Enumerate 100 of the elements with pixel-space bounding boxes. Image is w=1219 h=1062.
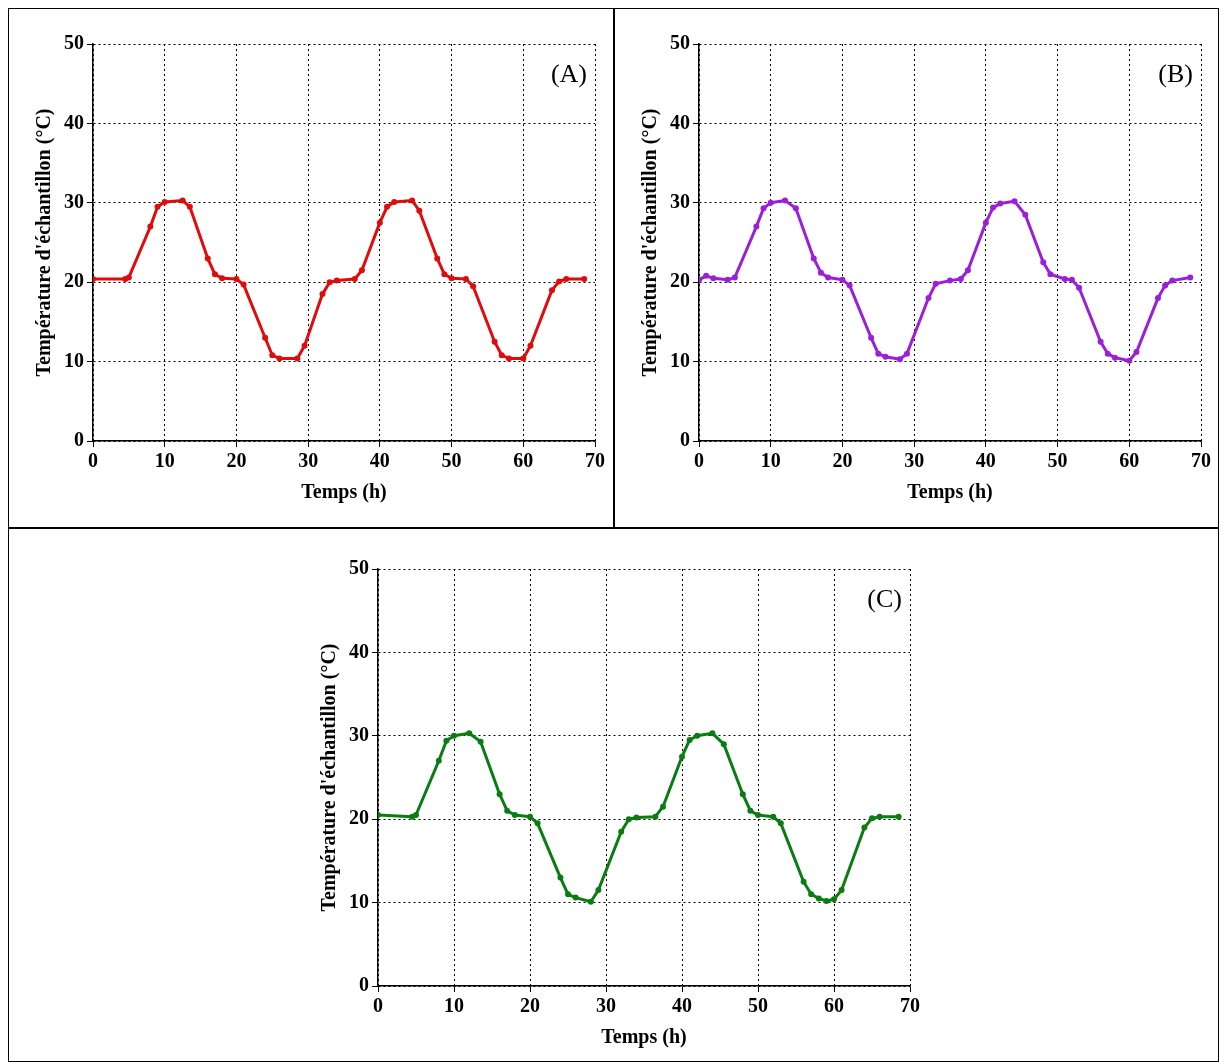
y-tick-label: 20 <box>349 806 369 829</box>
point <box>204 255 211 262</box>
x-tick-label: 50 <box>748 994 768 1017</box>
x-tick-label: 0 <box>88 449 98 472</box>
point <box>1104 350 1111 357</box>
point <box>581 276 588 283</box>
point <box>240 281 247 288</box>
point <box>808 891 815 898</box>
point <box>1133 349 1140 356</box>
point <box>384 203 391 210</box>
point <box>1154 295 1161 302</box>
point <box>679 753 685 760</box>
x-axis-title: Temps (h) <box>601 1025 687 1049</box>
point <box>869 815 875 822</box>
point <box>262 334 269 341</box>
x-tick-label: 10 <box>444 994 464 1017</box>
point <box>333 277 340 284</box>
point <box>498 352 505 359</box>
x-tick-label: 10 <box>154 449 175 472</box>
y-tick-label: 50 <box>670 31 690 54</box>
point <box>703 272 710 279</box>
x-tick-label: 70 <box>1191 449 1211 472</box>
point <box>527 342 534 349</box>
point <box>557 874 564 881</box>
point <box>964 267 971 274</box>
point <box>817 269 824 276</box>
point <box>572 894 579 901</box>
point <box>1187 274 1194 281</box>
point <box>416 207 423 214</box>
point <box>831 896 837 903</box>
x-tick-label: 50 <box>1047 449 1068 472</box>
point <box>810 255 817 262</box>
y-tick-label: 30 <box>670 189 690 212</box>
point <box>496 791 503 798</box>
point <box>625 816 632 823</box>
point <box>1047 271 1054 278</box>
y-axis-title: Température d'échantillon (°C) <box>32 108 56 377</box>
point <box>896 356 903 363</box>
point <box>997 200 1004 207</box>
point <box>319 291 326 298</box>
point <box>1040 259 1047 266</box>
point <box>451 732 457 739</box>
point <box>868 334 875 341</box>
y-tick-label: 40 <box>64 110 84 133</box>
x-tick-label: 10 <box>760 449 781 472</box>
point <box>838 887 845 894</box>
point <box>434 255 441 262</box>
point <box>1169 277 1176 284</box>
point <box>925 295 932 302</box>
point <box>760 205 767 212</box>
y-tick-label: 10 <box>670 348 690 371</box>
x-tick-label: 50 <box>441 449 462 472</box>
y-tick-label: 20 <box>670 269 690 292</box>
point <box>839 276 846 283</box>
point <box>1061 276 1068 283</box>
point <box>755 812 761 819</box>
point <box>269 352 276 359</box>
annotation: (B) <box>1158 58 1193 88</box>
point <box>511 812 518 819</box>
point <box>753 223 760 230</box>
point <box>694 732 701 739</box>
point <box>990 204 997 211</box>
point <box>435 757 442 764</box>
point <box>895 813 902 820</box>
point <box>1162 282 1169 289</box>
x-tick-label: 20 <box>520 994 540 1017</box>
x-tick-label: 70 <box>585 449 605 472</box>
point <box>301 342 308 349</box>
y-axis-title: Température d'échantillon (°C) <box>638 108 662 377</box>
y-tick-label: 0 <box>359 973 369 996</box>
y-tick-label: 50 <box>349 556 369 579</box>
point <box>477 738 484 745</box>
point <box>903 350 910 357</box>
point <box>276 355 283 362</box>
x-tick-label: 30 <box>904 449 925 472</box>
x-tick-label: 60 <box>513 449 534 472</box>
point <box>505 355 512 362</box>
point <box>358 267 365 274</box>
y-tick-label: 30 <box>64 189 84 212</box>
point <box>1097 338 1104 345</box>
point <box>351 276 358 283</box>
point <box>1011 198 1018 205</box>
point <box>491 338 498 345</box>
point <box>932 280 939 287</box>
point <box>739 791 746 798</box>
y-tick-label: 40 <box>670 110 690 133</box>
x-tick-label: 70 <box>900 994 920 1017</box>
y-tick-label: 0 <box>74 428 84 451</box>
point <box>823 897 830 904</box>
point <box>462 276 469 283</box>
point <box>825 274 832 281</box>
y-tick-label: 10 <box>64 348 84 371</box>
y-tick-label: 20 <box>64 269 84 292</box>
x-tick-label: 60 <box>824 994 844 1017</box>
point <box>686 736 693 743</box>
point <box>466 730 473 737</box>
point <box>565 891 571 898</box>
point <box>548 287 555 294</box>
point <box>1022 211 1029 218</box>
y-tick-label: 50 <box>64 31 84 54</box>
